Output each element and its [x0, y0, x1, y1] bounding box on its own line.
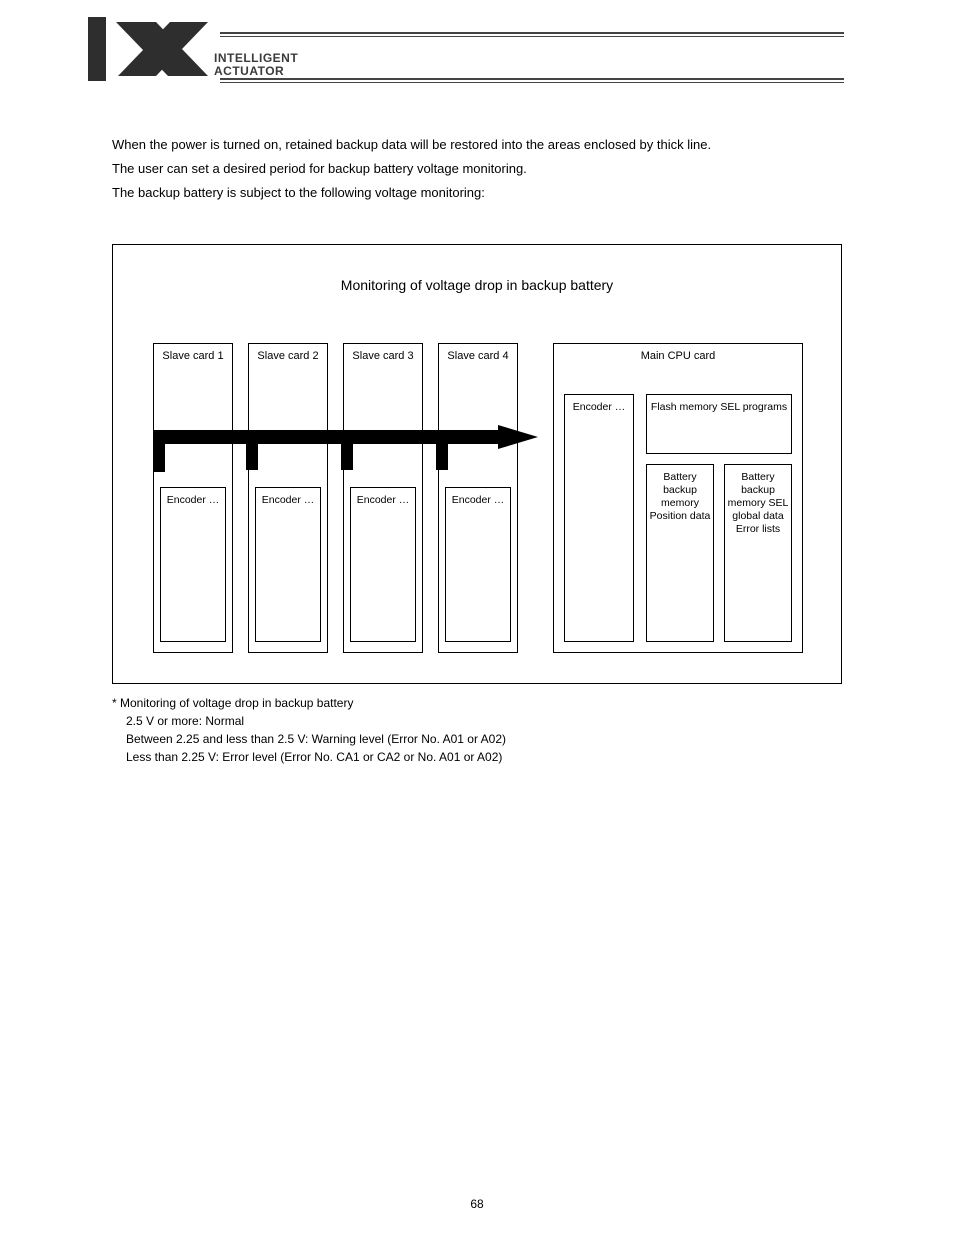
intro-copy: When the power is turned on, retained ba… [112, 135, 842, 207]
slave-card-1-encoder: Encoder … [160, 487, 226, 642]
brand-text-l2: ACTUATOR [214, 65, 298, 78]
slave-card-4: Slave card 4 Encoder … [438, 343, 518, 653]
slave-card-2-label: Slave card 2 [249, 350, 327, 363]
main-cpu-flash: Flash memory SEL programs [646, 394, 792, 454]
slave-card-1: Slave card 1 Encoder … [153, 343, 233, 653]
intro-p1: When the power is turned on, retained ba… [112, 135, 842, 155]
header-rule-top [220, 32, 844, 39]
card-slots: Slave card 1 Encoder … Slave card 2 Enco… [153, 343, 801, 653]
main-cpu-label: Main CPU card [554, 350, 802, 363]
main-cpu-encoder: Encoder … [564, 394, 634, 642]
page: INTELLIGENT ACTUATOR When the power is t… [0, 0, 954, 1235]
diagram-title: Monitoring of voltage drop in backup bat… [113, 277, 841, 293]
main-cpu-backup-2: Battery backup memory SEL global data Er… [724, 464, 792, 642]
voltage-footnote: * Monitoring of voltage drop in backup b… [112, 694, 842, 766]
page-header: INTELLIGENT ACTUATOR [88, 14, 844, 84]
slave-card-3-encoder: Encoder … [350, 487, 416, 642]
footnote-l1: * Monitoring of voltage drop in backup b… [112, 694, 842, 712]
slave-card-2-encoder: Encoder … [255, 487, 321, 642]
slave-card-3-label: Slave card 3 [344, 350, 422, 363]
footnote-l3: Between 2.25 and less than 2.5 V: Warnin… [112, 730, 842, 748]
footnote-l4: Less than 2.25 V: Error level (Error No.… [112, 748, 842, 766]
intro-p2: The user can set a desired period for ba… [112, 159, 842, 179]
diagram-box: Monitoring of voltage drop in backup bat… [112, 244, 842, 684]
slave-card-2: Slave card 2 Encoder … [248, 343, 328, 653]
footnote-l2: 2.5 V or more: Normal [112, 712, 842, 730]
slave-card-4-label: Slave card 4 [439, 350, 517, 363]
intro-p3: The backup battery is subject to the fol… [112, 183, 842, 203]
main-cpu-backup-1: Battery backup memory Position data [646, 464, 714, 642]
page-number: 68 [0, 1197, 954, 1211]
brand-logo [88, 14, 216, 84]
brand-text: INTELLIGENT ACTUATOR [214, 52, 298, 78]
slave-card-3: Slave card 3 Encoder … [343, 343, 423, 653]
main-cpu-card: Main CPU card Encoder … Flash memory SEL… [553, 343, 803, 653]
slave-card-4-encoder: Encoder … [445, 487, 511, 642]
slave-card-1-label: Slave card 1 [154, 350, 232, 363]
header-rule-bottom [220, 78, 844, 85]
